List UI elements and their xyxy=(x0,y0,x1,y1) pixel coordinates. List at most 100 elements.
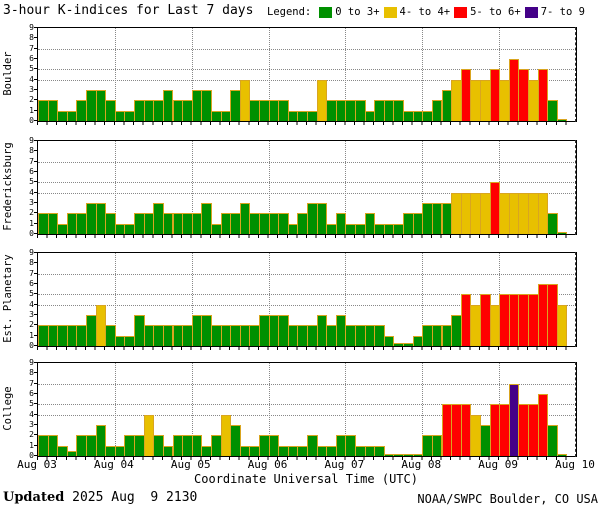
y-tick-label: 0 xyxy=(29,341,34,350)
y-tick-label: 9 xyxy=(29,358,34,367)
y-tick-mark xyxy=(34,345,37,346)
gridline-k7 xyxy=(38,273,576,275)
x-tick-label: Aug 08 xyxy=(401,458,442,471)
k-index-bar xyxy=(239,79,251,121)
credit-text: NOAA/SWPC Boulder, CO USA xyxy=(417,492,598,506)
day-boundary-line xyxy=(422,141,424,234)
y-tick-label: 6 xyxy=(29,389,34,398)
end-boundary-line xyxy=(575,252,576,347)
legend-item-yellow: 4- to 4+ xyxy=(399,6,451,18)
y-tick-mark xyxy=(34,283,37,284)
y-tick-label: 5 xyxy=(29,64,34,74)
y-tick-mark xyxy=(34,37,37,39)
day-boundary-line xyxy=(268,141,270,234)
day-boundary-line xyxy=(422,363,424,456)
x-tick-label: Aug 10 xyxy=(555,458,595,471)
y-tick-mark xyxy=(34,324,37,326)
day-boundary-line xyxy=(422,28,424,121)
x-tick-label: Aug 07 xyxy=(324,458,365,471)
day-boundary-line xyxy=(191,28,193,121)
end-boundary-line xyxy=(575,27,576,122)
k-index-bar xyxy=(316,79,328,121)
day-boundary-line xyxy=(345,363,347,456)
legend-item-green: 0 to 3+ xyxy=(335,6,380,18)
y-tick-label: 1 xyxy=(29,440,34,450)
y-tick-label: 7 xyxy=(29,43,34,53)
x-axis-title: Coordinate Universal Time (UTC) xyxy=(194,472,418,486)
panel-boulder xyxy=(37,27,577,122)
gridline-k5 xyxy=(38,69,576,71)
y-tick-mark xyxy=(34,262,37,264)
y-tick-mark xyxy=(34,150,37,152)
k-index-bar xyxy=(57,445,68,456)
x-tick-label: Aug 05 xyxy=(170,458,211,471)
day-boundary-line xyxy=(191,141,193,234)
day-boundary-line xyxy=(114,28,116,121)
k-index-bar xyxy=(201,90,212,121)
station-label-fredericksburg: Fredericksburg xyxy=(2,142,14,231)
y-tick-mark xyxy=(34,160,37,162)
gridline-k7 xyxy=(38,383,576,385)
y-tick-mark xyxy=(34,403,37,405)
gridline-k5 xyxy=(38,294,576,296)
k-index-bar xyxy=(316,203,328,234)
y-tick-mark xyxy=(34,202,37,203)
k-index-bar xyxy=(230,425,241,456)
end-boundary-line xyxy=(575,140,576,235)
y-tick-mark xyxy=(34,212,37,214)
y-tick-label: 8 xyxy=(29,368,34,378)
updated-timestamp: Updated 2025 Aug 9 2130 xyxy=(3,490,197,505)
y-tick-label: 9 xyxy=(29,248,34,257)
y-tick-mark xyxy=(34,78,37,80)
day-boundary-line xyxy=(422,253,424,346)
y-tick-label: 4 xyxy=(29,409,34,419)
day-boundary-line xyxy=(191,253,193,346)
legend-swatch-yellow xyxy=(383,6,397,18)
day-boundary-line xyxy=(191,363,193,456)
y-tick-mark xyxy=(34,68,37,70)
panel-college xyxy=(37,362,577,457)
y-tick-label: 9 xyxy=(29,23,34,32)
k-index-bar xyxy=(556,453,568,456)
y-tick-mark xyxy=(34,293,37,295)
station-label-est-planetary: Est. Planetary xyxy=(2,254,14,343)
chart-title: 3-hour K-indices for Last 7 days xyxy=(3,3,254,18)
y-tick-mark xyxy=(34,444,37,446)
x-tick-label: Aug 09 xyxy=(478,458,519,471)
legend: Legend: 0 to 3+ 4- to 4+ 5- to 6+ 7- to … xyxy=(267,6,585,18)
day-boundary-line xyxy=(345,28,347,121)
legend-swatch-green xyxy=(319,6,333,18)
updated-value: 2025 Aug 9 2130 xyxy=(64,490,198,505)
y-tick-mark xyxy=(34,314,37,315)
y-tick-label: 8 xyxy=(29,258,34,268)
y-tick-label: 6 xyxy=(29,167,34,176)
y-tick-label: 5 xyxy=(29,399,34,409)
day-boundary-line xyxy=(268,253,270,346)
k-index-bar xyxy=(201,203,212,234)
y-tick-mark xyxy=(34,393,37,394)
gridline-k7 xyxy=(38,161,576,163)
y-tick-mark xyxy=(34,252,37,253)
y-tick-label: 2 xyxy=(29,208,34,218)
k-index-bar xyxy=(143,414,155,456)
legend-swatch-purple xyxy=(524,6,538,18)
y-tick-mark xyxy=(34,222,37,224)
updated-label: Updated xyxy=(3,490,65,505)
y-tick-label: 0 xyxy=(29,116,34,125)
y-tick-label: 1 xyxy=(29,218,34,228)
day-boundary-line xyxy=(268,28,270,121)
legend-item-purple: 7- to 9 xyxy=(540,6,585,18)
y-tick-mark xyxy=(34,181,37,183)
k-index-bar xyxy=(547,425,558,456)
day-boundary-line xyxy=(114,253,116,346)
y-tick-label: 2 xyxy=(29,95,34,105)
y-tick-mark xyxy=(34,89,37,90)
y-tick-mark xyxy=(34,372,37,374)
y-tick-mark xyxy=(34,455,37,456)
y-tick-label: 7 xyxy=(29,268,34,278)
day-boundary-line xyxy=(345,141,347,234)
y-tick-label: 2 xyxy=(29,430,34,440)
x-tick-label: Aug 06 xyxy=(247,458,288,471)
legend-item-red: 5- to 6+ xyxy=(470,6,521,18)
